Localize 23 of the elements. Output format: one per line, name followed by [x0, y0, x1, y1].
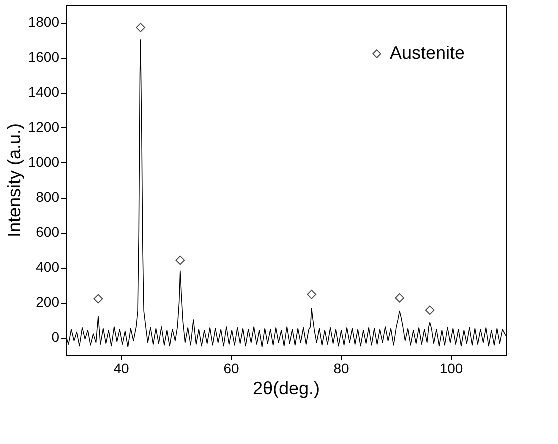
- x-tick-label: 100: [440, 360, 464, 376]
- x-axis-title: 2θ(deg.): [252, 378, 320, 398]
- y-tick-label: 1000: [28, 154, 60, 170]
- point: [425, 306, 435, 316]
- point: [136, 23, 146, 32]
- x-tick-label: 80: [334, 360, 350, 376]
- point: [94, 294, 104, 304]
- y-tick-label: 1600: [28, 49, 60, 65]
- point: [307, 290, 317, 300]
- y-tick-label: 1800: [28, 14, 60, 30]
- y-tick-label: 0: [52, 329, 60, 345]
- y-tick-label: 800: [36, 189, 60, 205]
- y-tick-label: 1400: [28, 84, 60, 100]
- x-tick-label: 60: [224, 360, 240, 376]
- point: [176, 256, 186, 266]
- y-tick-label: 1200: [28, 119, 60, 135]
- y-tick-label: 400: [36, 259, 60, 275]
- legend-label: Austenite: [390, 43, 466, 63]
- x-tick-label: 40: [114, 360, 130, 376]
- point: [395, 293, 405, 303]
- y-axis-title: Intensity (a.u.): [4, 123, 24, 238]
- y-tick-label: 200: [36, 294, 60, 310]
- y-tick-label: 600: [36, 224, 60, 240]
